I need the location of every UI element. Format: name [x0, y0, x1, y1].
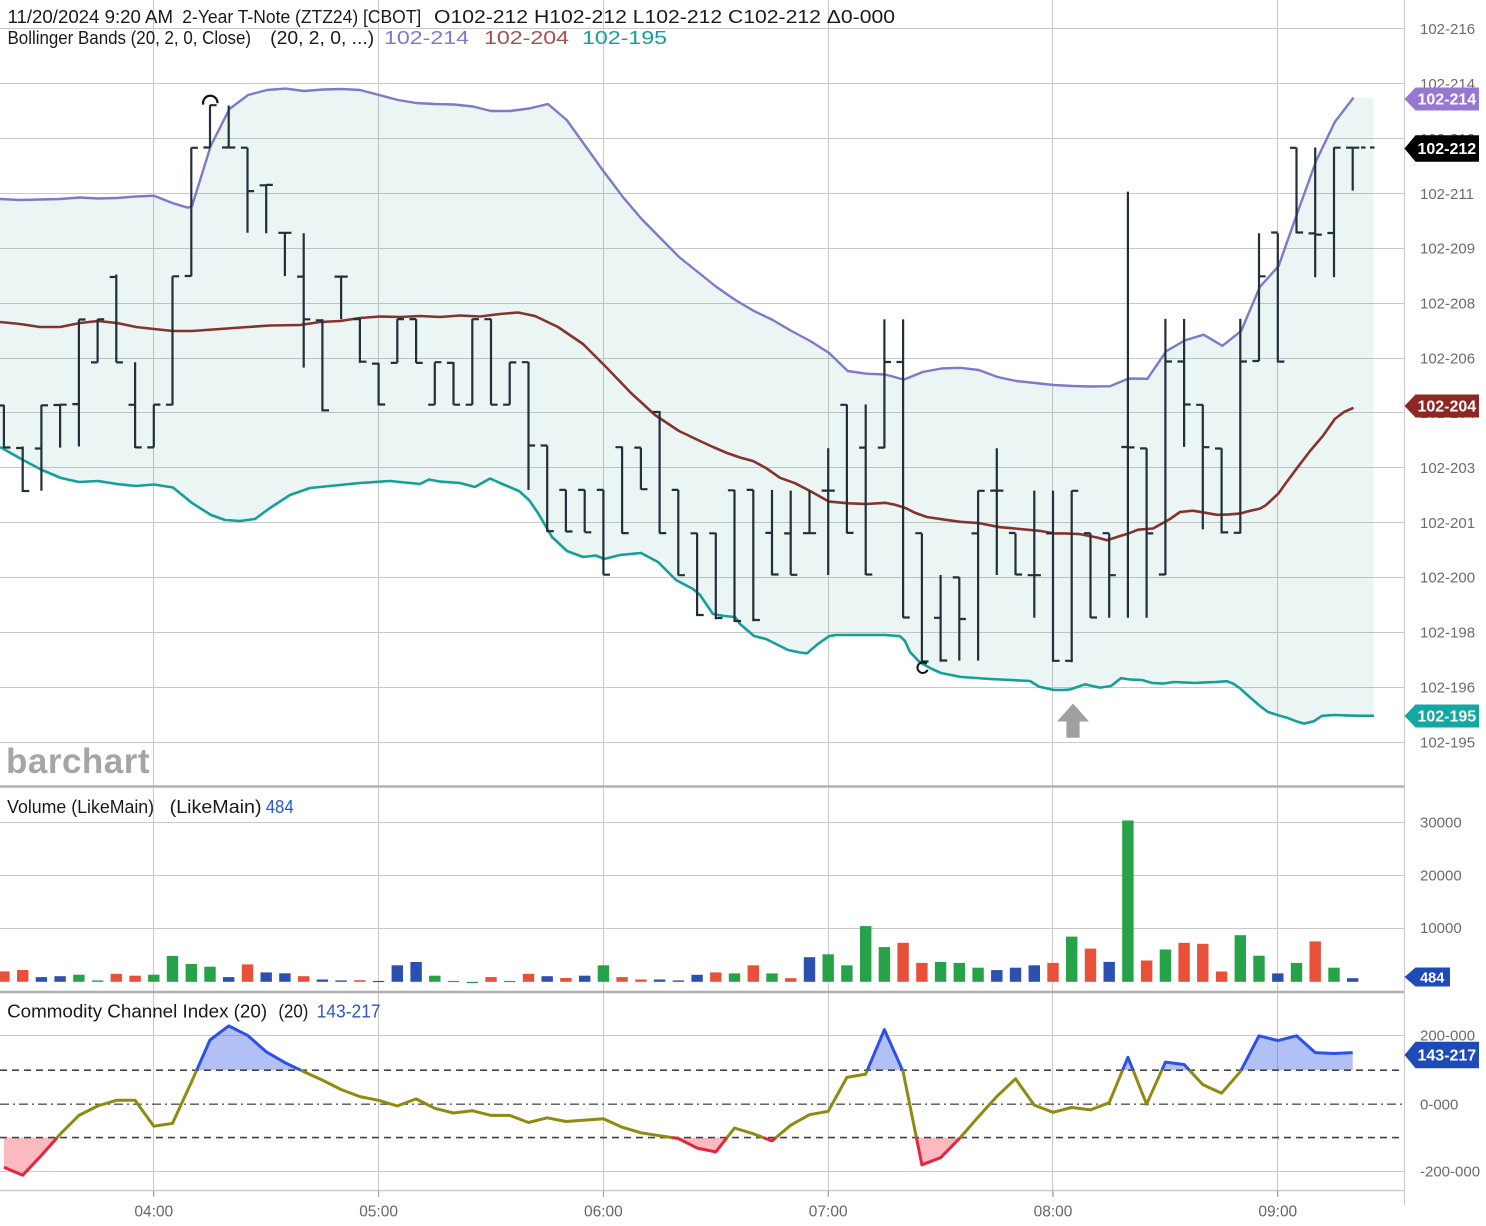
svg-text:484: 484 — [1420, 971, 1444, 987]
svg-text:102-200: 102-200 — [1420, 570, 1475, 587]
svg-text:04:00: 04:00 — [134, 1204, 173, 1221]
svg-text:10000: 10000 — [1420, 920, 1462, 937]
svg-text:143-217: 143-217 — [1417, 1048, 1476, 1065]
svg-text:102-208: 102-208 — [1420, 295, 1475, 312]
svg-text:05:00: 05:00 — [359, 1204, 398, 1221]
svg-text:102-195: 102-195 — [1417, 709, 1476, 726]
svg-text:06:00: 06:00 — [584, 1204, 623, 1221]
svg-text:102-214: 102-214 — [384, 27, 469, 48]
svg-text:102-212: 102-212 — [1417, 141, 1476, 158]
svg-text:102-206: 102-206 — [1420, 350, 1475, 367]
svg-text:09:00: 09:00 — [1258, 1204, 1297, 1221]
svg-text:2-Year T-Note (ZTZ24) [CBOT]: 2-Year T-Note (ZTZ24) [CBOT] — [182, 6, 421, 27]
svg-text:102-195: 102-195 — [1420, 734, 1475, 751]
svg-text:(20, 2, 0, ...): (20, 2, 0, ...) — [270, 27, 374, 48]
svg-text:Bollinger Bands (20, 2, 0, Clo: Bollinger Bands (20, 2, 0, Close) — [8, 27, 252, 48]
svg-text:0-000: 0-000 — [1420, 1096, 1458, 1113]
svg-text:102-209: 102-209 — [1420, 241, 1475, 258]
svg-text:102-204: 102-204 — [484, 27, 569, 48]
svg-text:102-198: 102-198 — [1420, 625, 1475, 642]
svg-text:Commodity Channel Index (20): Commodity Channel Index (20) — [7, 1001, 267, 1022]
svg-text:barchart: barchart — [6, 742, 150, 781]
svg-text:(LikeMain): (LikeMain) — [170, 796, 262, 817]
svg-text:(20): (20) — [278, 1001, 308, 1022]
svg-text:08:00: 08:00 — [1034, 1204, 1073, 1221]
svg-text:20000: 20000 — [1420, 867, 1462, 884]
svg-text:-200-000: -200-000 — [1420, 1164, 1480, 1181]
svg-text:102-216: 102-216 — [1420, 21, 1475, 38]
svg-text:200-000: 200-000 — [1420, 1028, 1475, 1045]
svg-text:Volume (LikeMain): Volume (LikeMain) — [7, 796, 154, 817]
svg-text:102-211: 102-211 — [1420, 186, 1474, 203]
svg-text:102-214: 102-214 — [1417, 92, 1476, 109]
svg-text:484: 484 — [266, 796, 294, 817]
svg-text:143-217: 143-217 — [317, 1001, 381, 1022]
svg-text:102-196: 102-196 — [1420, 679, 1475, 696]
svg-text:11/20/2024 9:20 AM: 11/20/2024 9:20 AM — [8, 6, 174, 27]
svg-text:102-203: 102-203 — [1420, 460, 1475, 477]
svg-text:102-201: 102-201 — [1420, 515, 1475, 532]
svg-text:102-204: 102-204 — [1417, 399, 1476, 416]
svg-text:102-195: 102-195 — [582, 27, 667, 48]
svg-text:30000: 30000 — [1420, 815, 1462, 832]
svg-text:07:00: 07:00 — [809, 1204, 848, 1221]
svg-text:O102-212 H102-212 L102-212 C10: O102-212 H102-212 L102-212 C102-212 Δ0-0… — [434, 6, 895, 27]
